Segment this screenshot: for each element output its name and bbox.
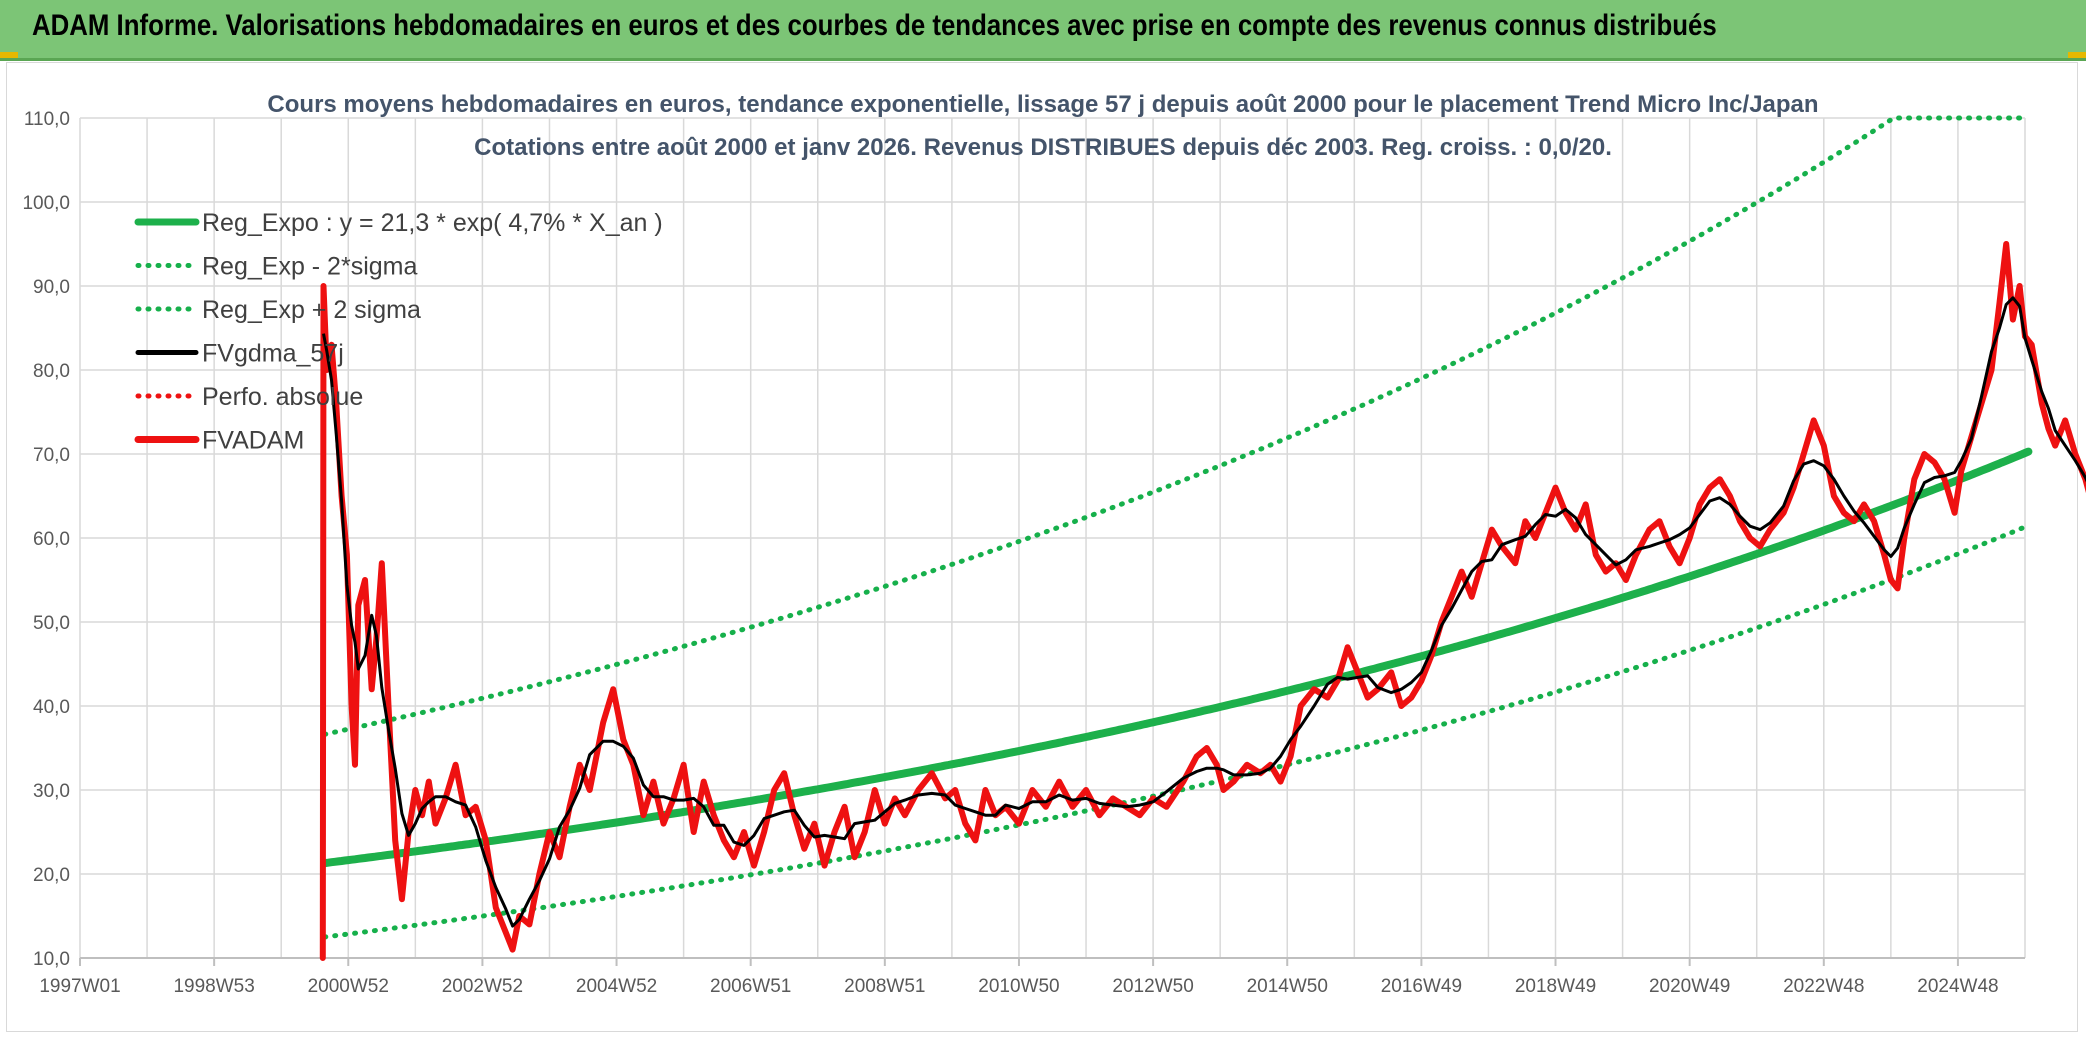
y-tick-label: 20,0: [33, 865, 70, 886]
y-axis-ticks: 10,0 20,0 30,0 40,0 50,0 60,0 70,0 80,0 90,0 100,…: [22, 109, 70, 970]
y-tick-label: 10,0: [33, 949, 70, 970]
x-tick-label: 2002W52: [442, 976, 523, 997]
corner-marker-left: [0, 52, 18, 58]
x-tick-label: 2024W48: [1917, 976, 1998, 997]
y-tick-label: 40,0: [33, 697, 70, 718]
x-tick-label: 2004W52: [576, 976, 657, 997]
y-tick-label: 90,0: [33, 277, 70, 298]
series-lines: [319, 115, 2086, 961]
series-fvadam: [319, 241, 2086, 961]
legend-label: Perfo. absolue: [202, 383, 363, 411]
x-tick-label: 2014W50: [1247, 976, 1328, 997]
report-banner: ADAM Informe. Valorisations hebdomadaire…: [0, 0, 2086, 61]
chart-subtitle: Cotations entre août 2000 et janv 2026. …: [474, 134, 1612, 161]
legend-label: FVADAM: [202, 427, 304, 455]
x-tick-label: 2018W49: [1515, 976, 1596, 997]
x-tick-label: 2012W50: [1112, 976, 1193, 997]
grid-lines: [79, 117, 2026, 959]
legend-label: Reg_Exp - 2*sigma: [202, 253, 417, 281]
y-tick-label: 60,0: [33, 529, 70, 550]
x-tick-label: 1997W01: [39, 976, 120, 997]
x-tick-label: 2016W49: [1381, 976, 1462, 997]
chart-title: Cours moyens hebdomadaires en euros, ten…: [267, 91, 1818, 118]
series-fvgdma-57j: [322, 296, 2086, 928]
x-tick-label: 2010W50: [978, 976, 1059, 997]
y-tick-label: 50,0: [33, 613, 70, 634]
corner-marker-right: [2068, 52, 2086, 58]
y-tick-label: 80,0: [33, 361, 70, 382]
x-axis-ticks: 1997W01 1998W53 2000W52 2002W52 2004W52 2006W…: [39, 958, 1999, 997]
y-tick-label: 100,0: [22, 193, 70, 214]
legend: Reg_Expo : y = 21,3 * exp( 4,7% * X_an )…: [134, 209, 663, 455]
legend-label: Reg_Exp + 2 sigma: [202, 296, 421, 324]
y-tick-label: 70,0: [33, 445, 70, 466]
legend-label: Reg_Expo : y = 21,3 * exp( 4,7% * X_an ): [202, 209, 663, 237]
series-reg-expo: [320, 447, 2033, 868]
x-tick-label: 2008W51: [844, 976, 925, 997]
x-tick-label: 1998W53: [173, 976, 254, 997]
report-title: ADAM Informe. Valorisations hebdomadaire…: [32, 9, 1717, 42]
legend-label: FVgdma_57j: [202, 340, 344, 368]
series-reg-exp-plus-2-sigma: [322, 115, 2031, 737]
y-tick-label: 30,0: [33, 781, 70, 802]
series-reg-exp-minus-2-sigma: [322, 523, 2031, 940]
y-tick-label: 110,0: [24, 109, 70, 130]
chart-frame: [6, 62, 2078, 1032]
x-tick-label: 2020W49: [1649, 976, 1730, 997]
x-tick-label: 2022W48: [1783, 976, 1864, 997]
x-tick-label: 2000W52: [308, 976, 389, 997]
x-tick-label: 2006W51: [710, 976, 791, 997]
